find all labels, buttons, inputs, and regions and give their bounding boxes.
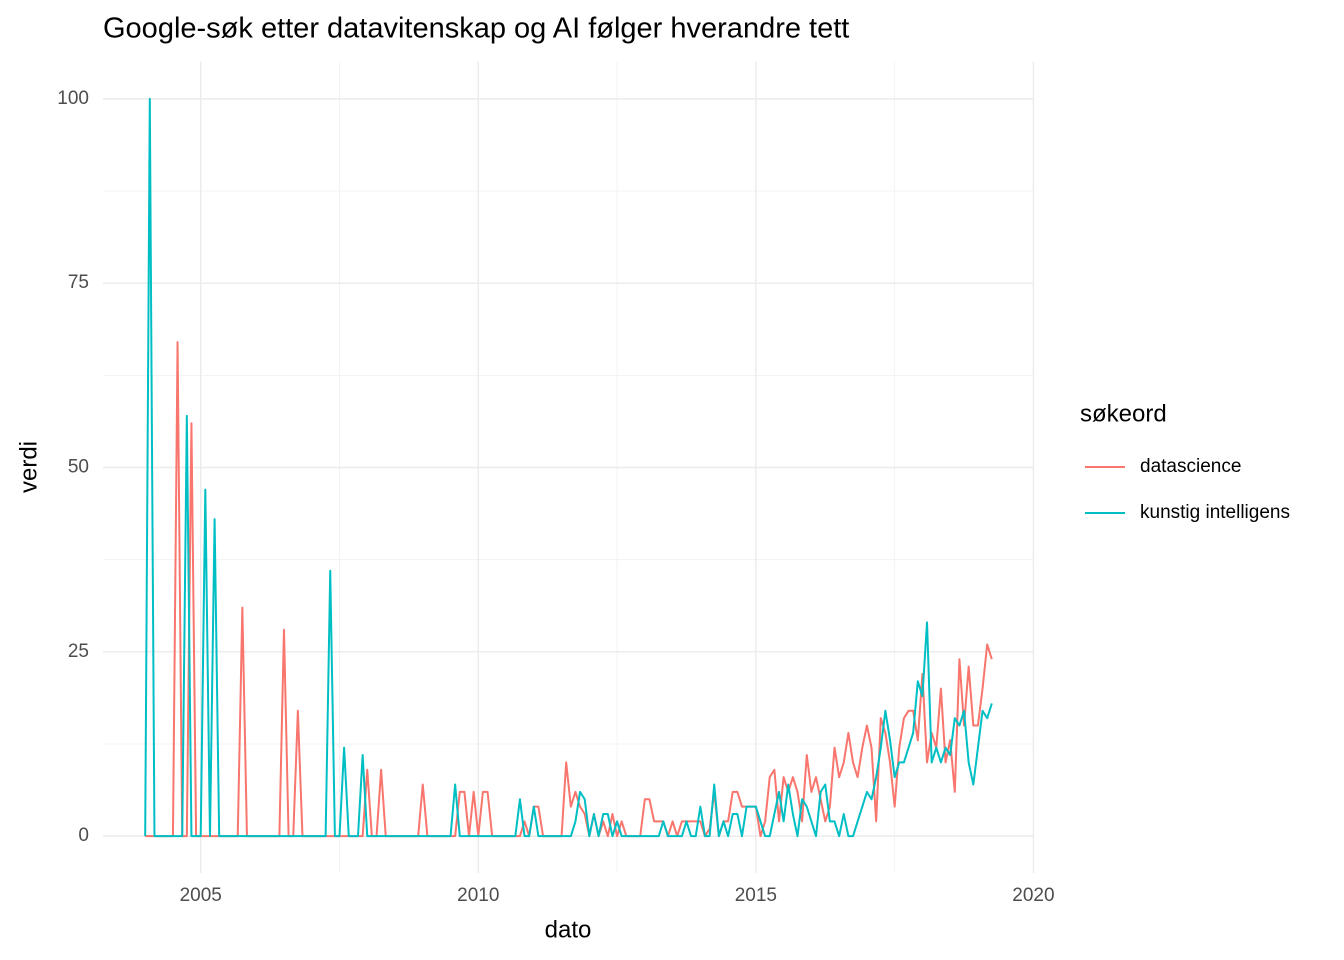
x-tick-label: 2015 <box>735 885 777 906</box>
legend-label: datascience <box>1140 456 1241 477</box>
data-line <box>144 97 993 838</box>
chart-title: Google-søk etter datavitenskap og AI føl… <box>103 13 849 45</box>
x-axis-title: dato <box>545 916 592 943</box>
y-axis-title: verdi <box>15 441 42 493</box>
data-line <box>145 341 993 838</box>
x-tick-label: 2005 <box>180 885 222 906</box>
x-tick-label: 2010 <box>457 885 499 906</box>
y-tick-label: 75 <box>68 272 89 293</box>
y-tick-label: 0 <box>78 825 89 846</box>
y-tick-label: 100 <box>57 88 89 109</box>
legend-title: søkeord <box>1080 400 1167 427</box>
y-tick-label: 50 <box>68 457 89 478</box>
y-tick-label: 25 <box>68 641 89 662</box>
legend-label: kunstig intelligens <box>1140 502 1290 523</box>
x-tick-label: 2020 <box>1012 885 1054 906</box>
